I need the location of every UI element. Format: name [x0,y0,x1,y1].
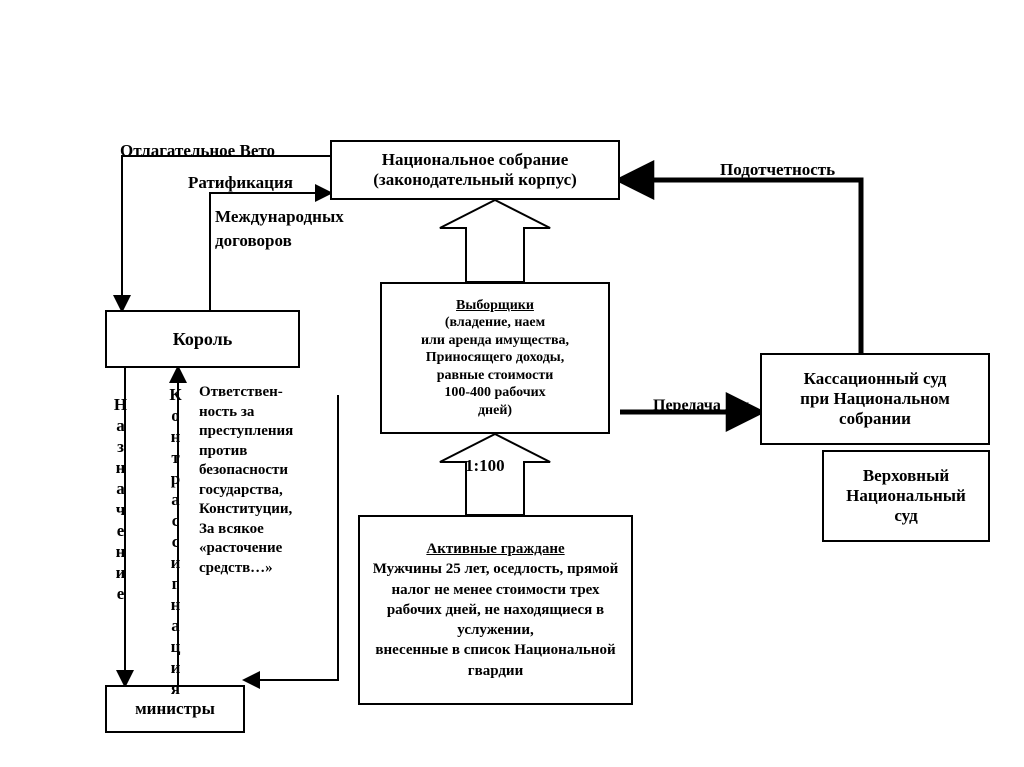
citizens-body: Мужчины 25 лет, оседлость, прямой налог … [366,559,625,681]
electors-body1: (владение, наем [421,314,569,332]
assembly-line2: (законодательный корпус) [373,170,577,190]
node-cassation-court: Кассационный суд при Национальном собран… [760,353,990,445]
node-king: Король [105,310,300,368]
label-case-transfer: Передача дел [653,397,749,415]
electors-body4: равные стоимости [421,367,569,385]
label-veto: Отлагательное Вето [120,141,275,161]
label-treaties-line2: договоров [215,231,292,251]
label-treaties-line1: Международных [215,207,344,227]
label-ratio: 1:100 [465,456,505,476]
citizens-title: Активные граждане [366,539,625,559]
supreme-line3: суд [846,506,966,526]
node-national-assembly: Национальное собрание (законодательный к… [330,140,620,200]
node-electors: Выборщики (владение, наем или аренда иму… [380,282,610,434]
node-active-citizens: Активные граждане Мужчины 25 лет, оседло… [358,515,633,705]
label-countersign: Контрассигнация [165,385,185,700]
label-accountability: Подотчетность [720,160,835,180]
king-label: Король [173,329,233,350]
cassation-line3: собрании [800,409,950,429]
supreme-line2: Национальный [846,486,966,506]
supreme-line1: Верховный [846,466,966,486]
electors-body3: Приносящего доходы, [421,349,569,367]
cassation-line2: при Национальном [800,389,950,409]
electors-body2: или аренда имущества, [421,332,569,350]
electors-body5: 100-400 рабочих [421,384,569,402]
electors-title: Выборщики [421,297,569,315]
electors-body6: дней) [421,402,569,420]
cassation-line1: Кассационный суд [800,369,950,389]
ministers-label: министры [135,699,215,719]
label-ratification: Ратификация [188,173,293,193]
assembly-line1: Национальное собрание [373,150,577,170]
label-appointment: Назначение [110,395,130,605]
node-supreme-court: Верховный Национальный суд [822,450,990,542]
label-liability: Ответствен- ность за преступления против… [199,383,339,578]
